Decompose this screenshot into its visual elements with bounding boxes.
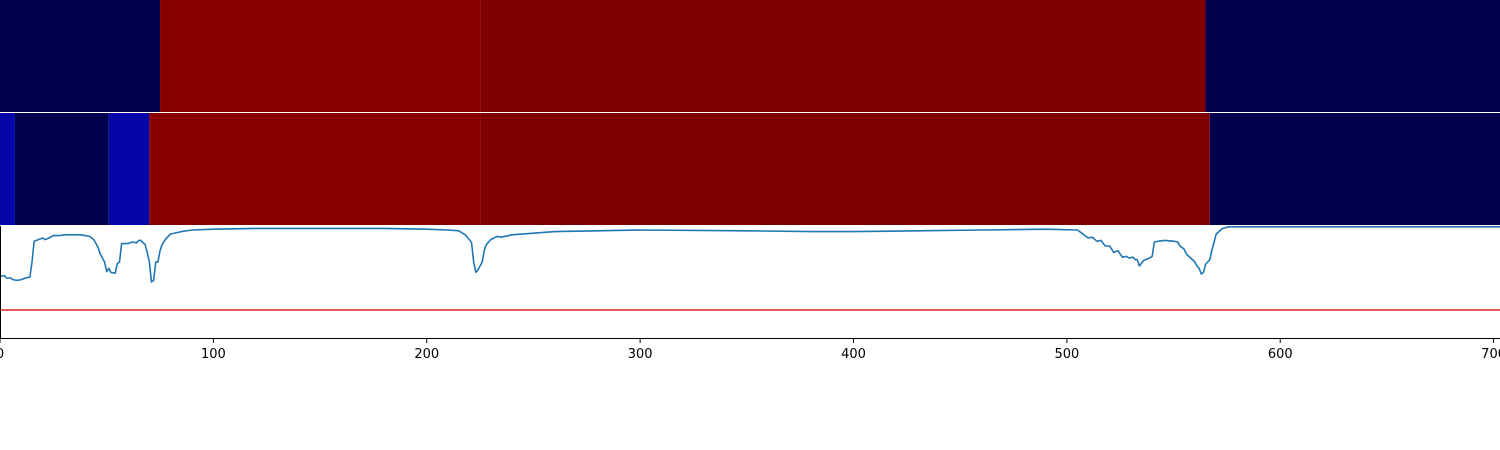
x-tick-label: 500: [1054, 347, 1079, 362]
band-2-segment: [480, 113, 1210, 225]
overlay-bands: [0, 0, 1500, 225]
band-2-segment: [1209, 113, 1500, 225]
band-2-segment: [0, 113, 15, 225]
x-tick-label: 0: [0, 347, 4, 362]
series-line-1: [0, 226, 1500, 283]
x-tick-label: 200: [414, 347, 439, 362]
band-1-segment: [480, 0, 1206, 112]
x-tick-label: 600: [1268, 347, 1293, 362]
band-1-segment: [160, 0, 481, 112]
band-1-segment: [1205, 0, 1500, 112]
band-2-segment: [149, 113, 481, 225]
x-tick-label: 300: [628, 347, 653, 362]
axes: 0 100 200 300 400 500 600 700: [0, 226, 1500, 362]
x-tick-label: 400: [841, 347, 866, 362]
band-2-segment: [108, 113, 150, 225]
x-tick-label: 700: [1481, 347, 1500, 362]
band-1-segment: [0, 0, 161, 112]
band-2-segment: [14, 113, 109, 225]
plot-lines: [0, 226, 1500, 311]
line-panel-background: [0, 226, 1500, 338]
x-tick-label: 100: [201, 347, 226, 362]
